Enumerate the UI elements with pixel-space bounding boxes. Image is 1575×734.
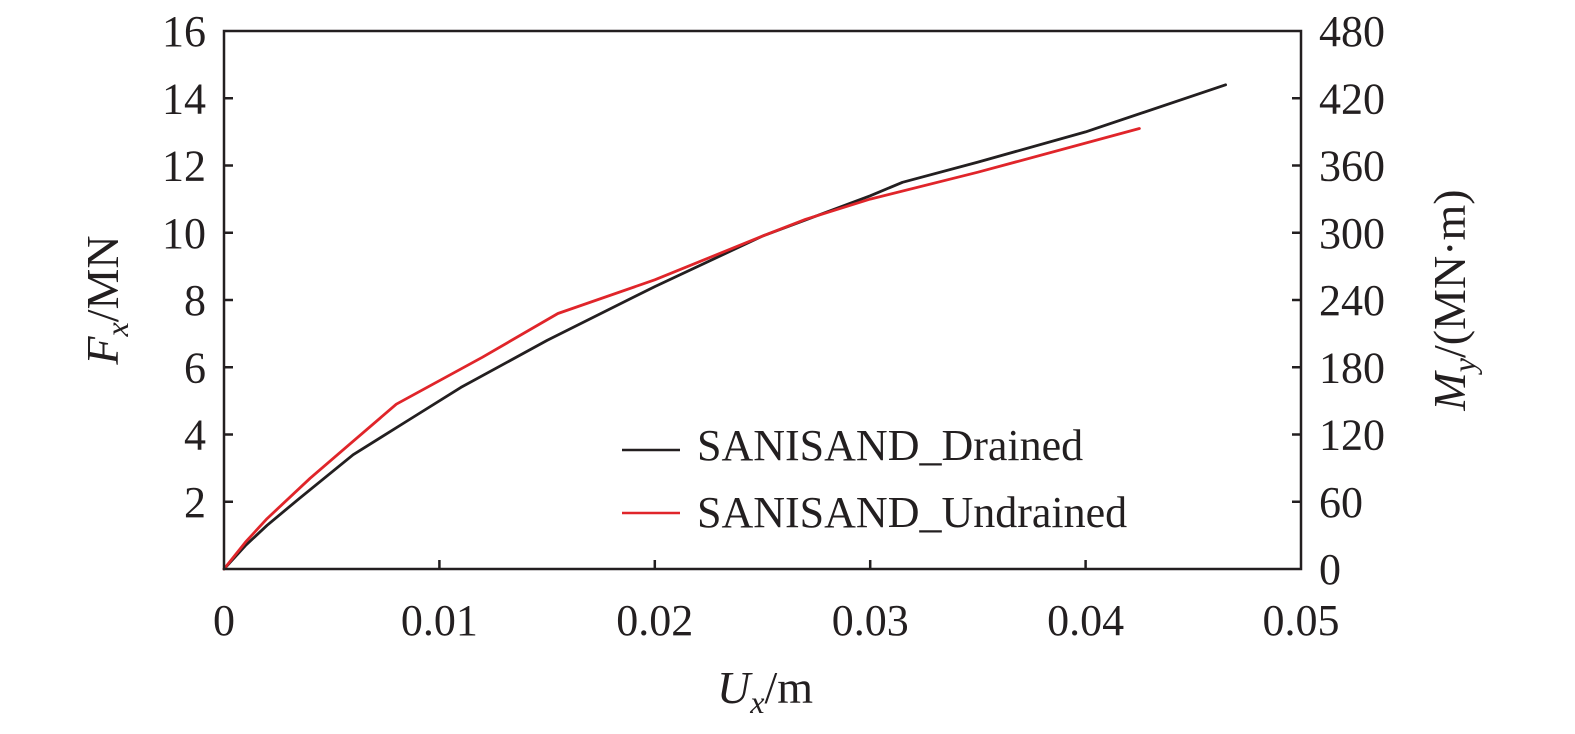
y-right-axis-title-unit: /(MN·m) (1424, 189, 1475, 358)
y-left-tick-label: 16 (162, 7, 206, 56)
lines-layer (222, 83, 1227, 571)
plot-area-frame (222, 29, 1303, 571)
ticks-layer: 0 0.01 0.02 0.03 0.04 0.05 2 4 6 8 10 12 14 16 0 60 120 1… (162, 7, 1385, 645)
y-left-tick-label: 8 (184, 276, 206, 325)
y-right-tick-label: 240 (1319, 276, 1385, 325)
x-axis-title-sub: x (749, 684, 764, 720)
y-right-tick-label: 420 (1319, 74, 1385, 123)
x-axis-title-unit: /m (764, 662, 813, 713)
x-tick-label: 0.03 (832, 596, 909, 645)
y-right-tick-label: 300 (1319, 209, 1385, 258)
y-right-tick-label: 0 (1319, 545, 1341, 594)
x-axis-title-main: U (717, 662, 753, 713)
y-left-tick-label: 6 (184, 343, 206, 392)
y-left-tick-label: 12 (162, 142, 206, 191)
y-right-axis-title: My/(MN·m) (1424, 189, 1482, 411)
y-left-axis-title-unit: /MN (77, 235, 128, 322)
legend: SANISAND_Drained SANISAND_Undrained (622, 421, 1127, 537)
y-left-tick-label: 2 (184, 478, 206, 527)
y-left-axis-title-main: F (77, 336, 128, 366)
y-right-tick-label: 180 (1319, 343, 1385, 392)
y-right-tick-label: 360 (1319, 142, 1385, 191)
y-left-tick-label: 14 (162, 74, 206, 123)
series-line-sanisand-undrained (222, 127, 1141, 571)
y-left-axis-title: Fx/MN (77, 235, 135, 365)
x-axis-title: Ux/m (717, 662, 813, 720)
y-left-tick-label: 4 (184, 411, 206, 460)
y-left-tick-label: 10 (162, 209, 206, 258)
y-right-tick-label: 480 (1319, 7, 1385, 56)
y-right-tick-label: 60 (1319, 478, 1363, 527)
y-left-axis-title-sub: x (99, 322, 135, 337)
y-right-axis-title-main: M (1424, 370, 1475, 412)
legend-label-undrained: SANISAND_Undrained (697, 488, 1127, 537)
x-tick-label: 0.04 (1047, 596, 1124, 645)
x-tick-label: 0.01 (401, 596, 478, 645)
y-right-axis-title-sub: y (1446, 357, 1482, 375)
series-line-sanisand-drained (222, 83, 1227, 571)
legend-label-drained: SANISAND_Drained (697, 421, 1083, 470)
x-tick-label: 0 (213, 596, 235, 645)
x-tick-label: 0.05 (1263, 596, 1340, 645)
x-tick-label: 0.02 (616, 596, 693, 645)
y-right-tick-label: 120 (1319, 411, 1385, 460)
